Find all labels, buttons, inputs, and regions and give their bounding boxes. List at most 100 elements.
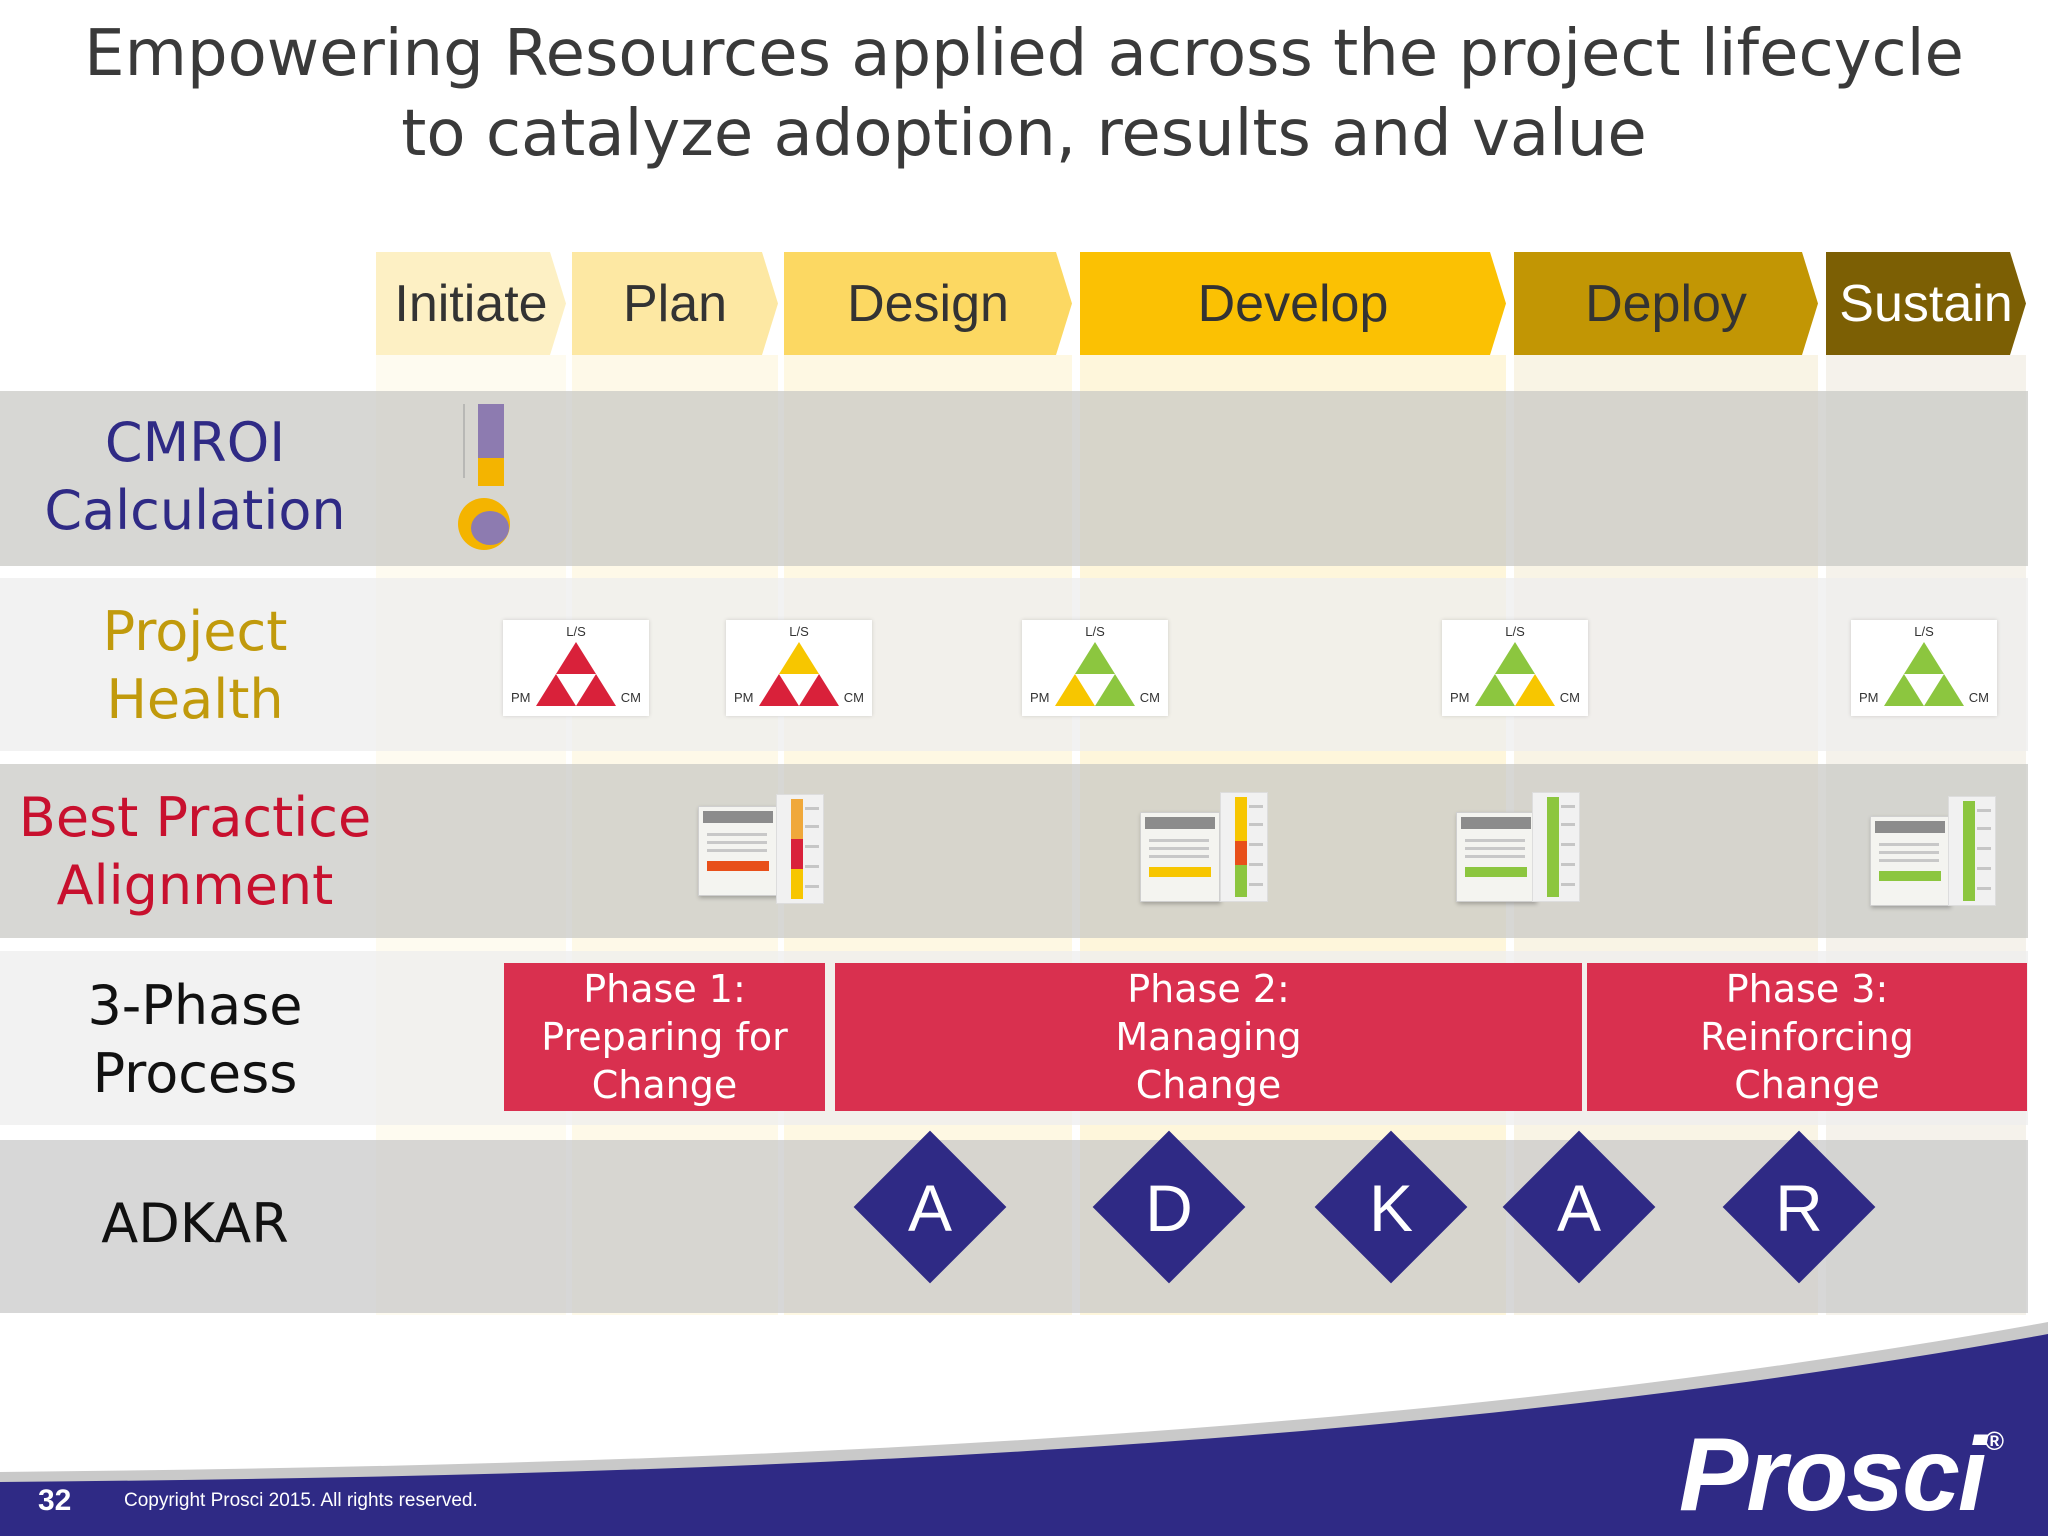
row-label-line: Calculation	[44, 479, 346, 542]
row-band-best-practice	[0, 764, 2028, 938]
best-practice-report-thumbnail	[698, 806, 778, 896]
row-label-project-health: Project Health	[0, 598, 390, 734]
phase-box-line: Change	[1734, 1063, 1880, 1107]
best-practice-scale-strip	[1532, 792, 1580, 902]
triangle-top	[1495, 642, 1535, 674]
triangle-right	[1095, 674, 1135, 706]
phase-box-preparing: Phase 1: Preparing for Change	[504, 963, 825, 1111]
row-label-line: Alignment	[56, 854, 334, 917]
triangle-top	[1075, 642, 1115, 674]
logo-wordmark: Prosci	[1678, 1417, 1987, 1533]
page-number: 32	[38, 1484, 72, 1517]
phase-box-managing: Phase 2: Managing Change	[835, 963, 1582, 1111]
project-health-triangle: L/S PM CM	[1442, 620, 1588, 716]
adkar-letter: A	[907, 1171, 953, 1245]
phase-box-line: Managing	[1115, 1015, 1302, 1059]
phase-box-line: Phase 2:	[1127, 967, 1290, 1011]
triangle-ls-label: L/S	[1914, 624, 1934, 639]
phase-chevron-develop: Develop	[1080, 252, 1506, 355]
phase-chevron-sustain: Sustain	[1826, 252, 2026, 355]
triangle-graphic	[536, 642, 616, 706]
phase-box-line: Change	[591, 1063, 738, 1107]
slide-title-line-2: to catalyze adoption, results and value	[401, 97, 1647, 171]
registered-mark: ®	[1984, 1426, 2004, 1456]
triangle-cm-label: CM	[1559, 690, 1580, 705]
adkar-letter: D	[1145, 1171, 1193, 1245]
triangle-ls-label: L/S	[1085, 624, 1105, 639]
prosci-logo: Prosci®	[1678, 1416, 2004, 1535]
triangle-graphic	[1475, 642, 1555, 706]
row-label-line: Health	[106, 668, 284, 731]
best-practice-scale-strip	[1220, 792, 1268, 902]
triangle-cm-label: CM	[1139, 690, 1160, 705]
triangle-pm-label: PM	[1450, 690, 1470, 705]
slide-title-line-1: Empowering Resources applied across the …	[84, 17, 1964, 91]
row-band-project-health	[0, 578, 2028, 751]
best-practice-scale-strip	[776, 794, 824, 904]
phase-box-line: Preparing for	[541, 1015, 788, 1059]
phase-chevron-label: Sustain	[1839, 274, 2013, 333]
phase-box-reinforcing: Phase 3: Reinforcing Change	[1587, 963, 2027, 1111]
triangle-ls-label: L/S	[566, 624, 586, 639]
triangle-ls-label: L/S	[789, 624, 809, 639]
triangle-left	[1475, 674, 1515, 706]
triangle-cm-label: CM	[620, 690, 641, 705]
triangle-left	[1055, 674, 1095, 706]
phase-chevron-label: Deploy	[1585, 274, 1747, 333]
triangle-pm-label: PM	[1030, 690, 1050, 705]
triangle-right	[1515, 674, 1555, 706]
row-label-best-practice: Best Practice Alignment	[0, 784, 390, 920]
triangle-graphic	[1055, 642, 1135, 706]
row-band-cmroi	[0, 391, 2028, 566]
triangle-top	[779, 642, 819, 674]
project-health-triangle: L/S PM CM	[726, 620, 872, 716]
phase-box-line: Phase 1:	[583, 967, 746, 1011]
project-health-triangle: L/S PM CM	[1022, 620, 1168, 716]
phase-box-line: Reinforcing	[1700, 1015, 1914, 1059]
phase-box-line: Change	[1135, 1063, 1282, 1107]
row-label-adkar: ADKAR	[0, 1190, 390, 1258]
row-label-line: ADKAR	[101, 1192, 289, 1255]
phase-chevron-label: Plan	[622, 274, 728, 333]
row-label-line: Project	[102, 600, 288, 663]
phase-chevron-design: Design	[784, 252, 1072, 355]
phase-chevron-label: Develop	[1197, 274, 1389, 333]
phase-chevron-plan: Plan	[572, 252, 778, 355]
row-label-cmroi: CMROI Calculation	[0, 409, 390, 545]
triangle-right	[799, 674, 839, 706]
triangle-left	[1884, 674, 1924, 706]
triangle-pm-label: PM	[1859, 690, 1879, 705]
row-band-adkar	[0, 1140, 2028, 1313]
triangle-ls-label: L/S	[1505, 624, 1525, 639]
footer-band	[0, 1322, 2048, 1536]
triangle-graphic	[759, 642, 839, 706]
best-practice-report-thumbnail	[1456, 812, 1536, 902]
phase-chevron-initiate: Initiate	[376, 252, 566, 355]
project-health-triangle: L/S PM CM	[1851, 620, 1997, 716]
adkar-letter: A	[1556, 1171, 1602, 1245]
project-health-triangle: L/S PM CM	[503, 620, 649, 716]
best-practice-scale-strip	[1948, 796, 1996, 906]
triangle-right	[576, 674, 616, 706]
triangle-top	[1904, 642, 1944, 674]
triangle-graphic	[1884, 642, 1964, 706]
adkar-letter: K	[1368, 1171, 1414, 1245]
best-practice-report-thumbnail	[1870, 816, 1950, 906]
row-label-line: Process	[92, 1042, 298, 1105]
triangle-pm-label: PM	[734, 690, 754, 705]
phase-chevron-label: Design	[847, 274, 1009, 333]
triangle-left	[536, 674, 576, 706]
copyright-text: Copyright Prosci 2015. All rights reserv…	[124, 1490, 478, 1511]
cmroi-thermometer-graphic	[458, 404, 510, 550]
row-label-three-phase: 3-Phase Process	[0, 972, 390, 1108]
triangle-cm-label: CM	[843, 690, 864, 705]
triangle-top	[556, 642, 596, 674]
row-label-line: Best Practice	[18, 786, 372, 849]
slide-title: Empowering Resources applied across the …	[0, 14, 2048, 174]
row-label-line: 3-Phase	[87, 974, 303, 1037]
best-practice-report-thumbnail	[1140, 812, 1220, 902]
triangle-pm-label: PM	[511, 690, 531, 705]
triangle-cm-label: CM	[1968, 690, 1989, 705]
triangle-right	[1924, 674, 1964, 706]
triangle-left	[759, 674, 799, 706]
